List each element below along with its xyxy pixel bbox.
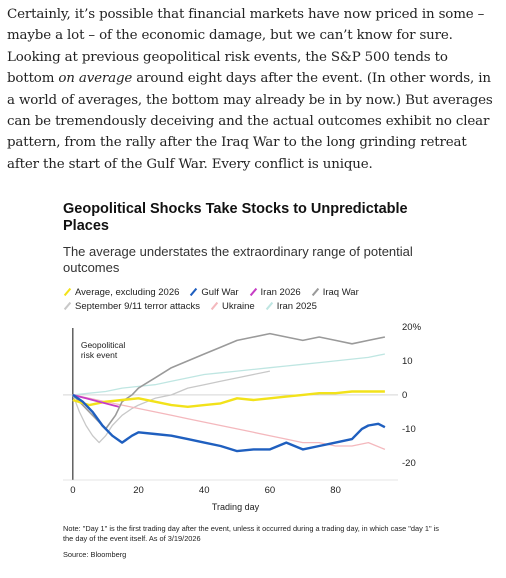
chart-subtitle: The average understates the extraordinar… [63, 244, 413, 275]
series-line-sept_11 [72, 370, 271, 444]
legend-swatch-gulf_war [190, 288, 198, 297]
legend-item-iran_2026: Iran 2026 [249, 286, 301, 300]
chart-svg: Geopolitical risk event 20% 10 0 -10 -20 0 20 40 6… [63, 322, 422, 512]
series-line-iran_2026 [72, 394, 120, 408]
series-line-ukraine [72, 394, 386, 451]
chart-source: Source: Bloomberg [63, 550, 127, 559]
x-tick-label: 80 [330, 485, 341, 496]
event-annotation: Geopolitical risk event [81, 340, 126, 360]
legend-swatch-iran_2026 [249, 288, 257, 297]
series-line-gulf_war [72, 393, 386, 453]
article-text-2: around eight days after the event. (In o… [7, 71, 493, 172]
legend-swatch-average [63, 288, 72, 297]
legend-label-ukraine: Ukraine [221, 301, 255, 312]
legend-item-sept_11: September 9/11 terror attacks [63, 300, 200, 314]
legend-item-iran_2025: Iran 2025 [265, 300, 317, 314]
series-line-iran_2025 [72, 353, 386, 396]
legend-item-average: Average, excluding 2026 [63, 286, 179, 300]
x-tick-label: 40 [199, 485, 210, 496]
x-axis-label: Trading day [212, 502, 260, 512]
y-tick-label: 20% [402, 322, 422, 333]
y-tick-label: -10 [402, 424, 416, 435]
legend-item-ukraine: Ukraine [210, 300, 255, 314]
x-tick-label: 0 [70, 485, 75, 496]
legend-label-sept_11: September 9/11 terror attacks [75, 301, 200, 312]
article-text-1: Certainly, it’s possible that financial … [7, 7, 485, 87]
chart-note: Note: "Day 1" is the first trading day a… [63, 524, 439, 543]
y-tick-label: -20 [402, 458, 416, 469]
article-emphasis: on average [58, 71, 133, 87]
article-paragraph: Certainly, it’s possible that financial … [7, 4, 497, 175]
chart-title: Geopolitical Shocks Take Stocks to Unpre… [63, 201, 408, 234]
legend-label-average: Average, excluding 2026 [75, 287, 180, 298]
chart-legend: Average, excluding 2026 Gulf War Iran 2026… [63, 286, 443, 314]
x-tick-label: 60 [265, 485, 276, 496]
legend-label-iraq_war: Iraq War [322, 287, 359, 298]
series-line-average [72, 390, 385, 409]
legend-item-iraq_war: Iraq War [311, 286, 359, 300]
legend-label-iran_2025: Iran 2025 [276, 301, 317, 312]
x-tick-label: 20 [133, 485, 144, 496]
legend-label-gulf_war: Gulf War [201, 287, 239, 298]
y-tick-label: 0 [402, 390, 407, 401]
y-tick-label: 10 [402, 356, 413, 367]
legend-swatch-iraq_war [311, 288, 319, 297]
legend-item-gulf_war: Gulf War [189, 286, 239, 300]
legend-label-iran_2026: Iran 2026 [260, 287, 301, 298]
